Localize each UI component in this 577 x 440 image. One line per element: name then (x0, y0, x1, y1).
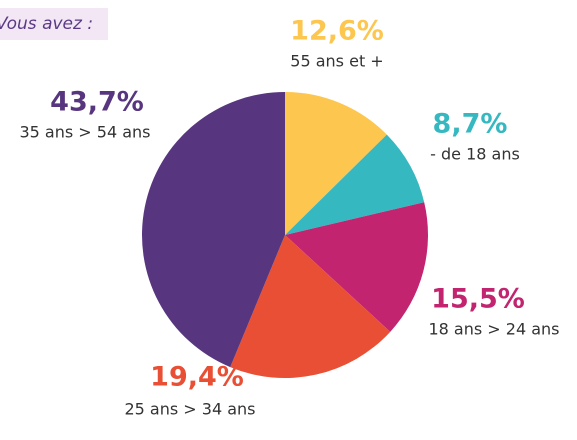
category-label: 35 ans > 54 ans (19, 123, 150, 142)
pie-slice (141, 91, 285, 368)
pie-slice (230, 235, 391, 379)
category-label: - de 18 ans (430, 145, 520, 164)
category-label: 55 ans et + (290, 52, 383, 71)
pie-slice (285, 202, 428, 332)
chart-title: Vous avez : (0, 14, 93, 34)
title-background (0, 8, 108, 40)
value-label: 8,7% (433, 109, 508, 140)
value-label: 12,6% (290, 16, 384, 47)
value-label: 19,4% (150, 362, 244, 393)
value-label: 43,7% (50, 87, 144, 118)
pie-slice (285, 134, 425, 235)
pie-slice (285, 92, 387, 235)
category-label: 18 ans > 24 ans (428, 320, 559, 339)
category-label: 25 ans > 34 ans (124, 400, 255, 419)
value-label: 15,5% (431, 284, 525, 315)
